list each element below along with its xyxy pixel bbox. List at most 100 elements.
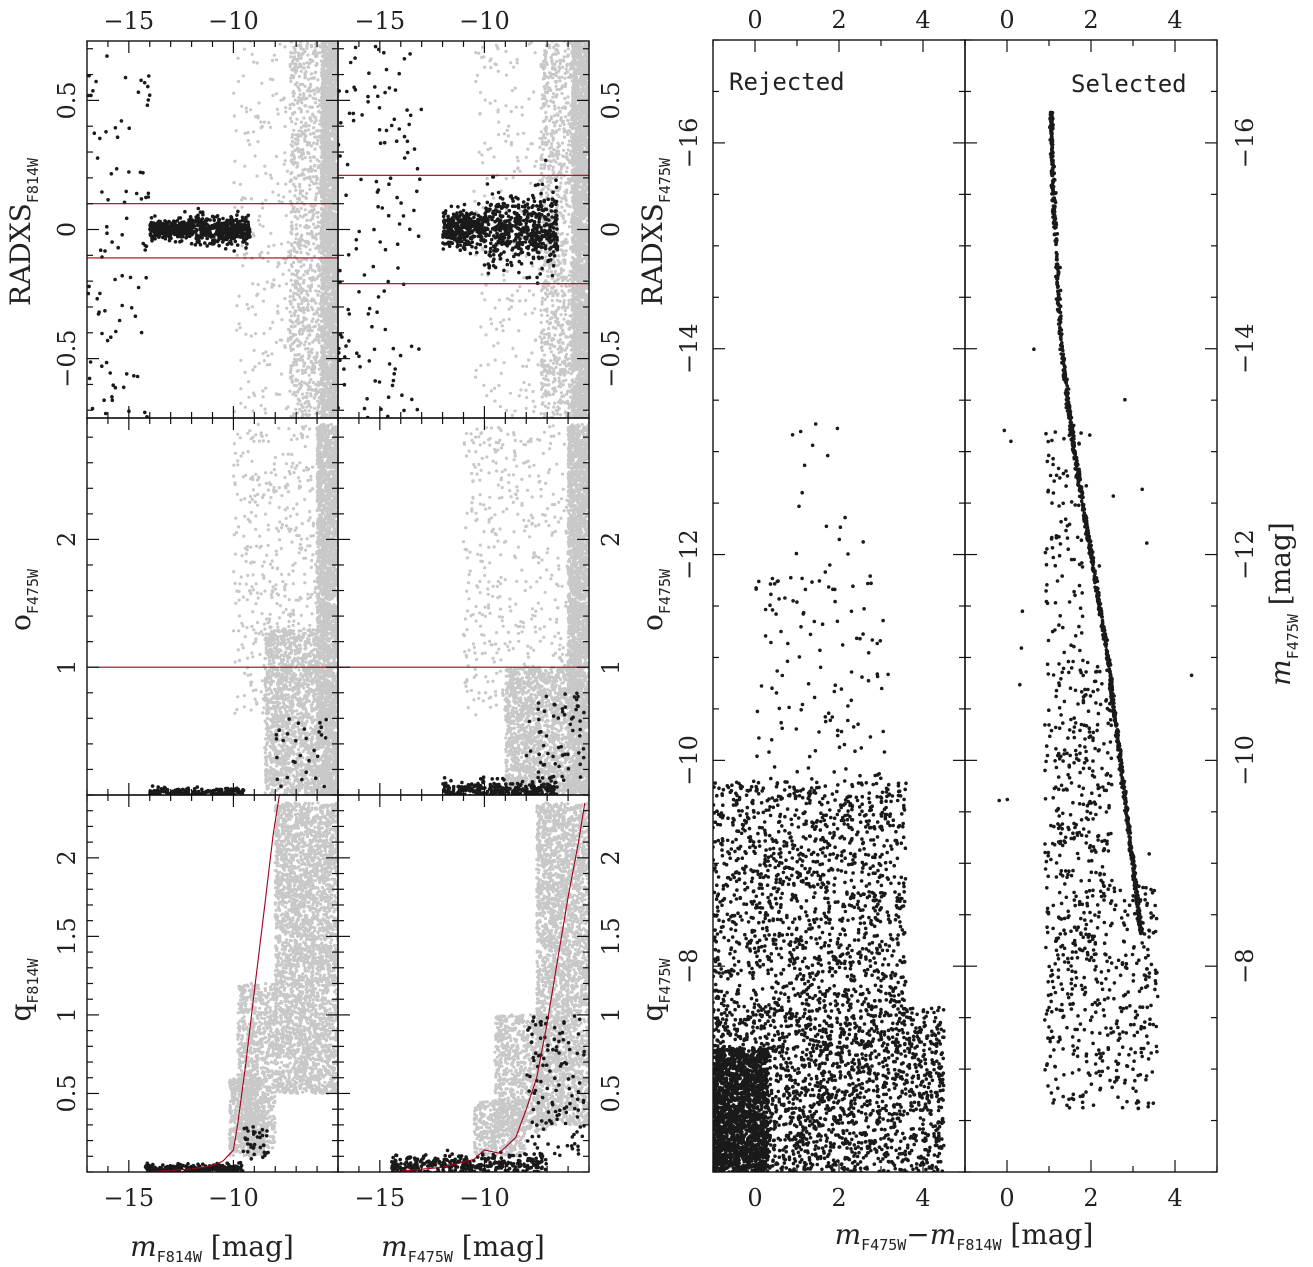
data-point-all (292, 311, 296, 315)
data-point-selected (225, 218, 229, 223)
data-point-all (324, 238, 328, 242)
data-point-all (289, 210, 293, 214)
data-point-all (283, 151, 287, 155)
data-point-all (238, 326, 242, 330)
data-point-all (268, 77, 273, 81)
data-point-selected (100, 364, 104, 369)
data-point-all (333, 336, 337, 340)
data-point-all (300, 392, 304, 396)
data-point-all (284, 282, 289, 286)
data-point-all (302, 343, 307, 347)
data-point-all (322, 315, 327, 319)
data-point-all (326, 177, 330, 181)
data-point-all (327, 87, 331, 91)
data-point-all (295, 232, 299, 236)
data-point-all (246, 131, 250, 135)
data-point-all (332, 340, 336, 344)
data-point-all (322, 158, 326, 162)
data-point-all (309, 159, 313, 163)
data-point-all (305, 271, 310, 275)
data-point-all (329, 42, 334, 46)
data-point-selected (95, 296, 99, 301)
data-point-all (300, 358, 304, 362)
data-point-all (332, 52, 336, 57)
data-point-selected (116, 245, 120, 250)
data-point-selected (176, 232, 181, 237)
data-point-all (327, 106, 331, 111)
data-point-all (324, 198, 328, 202)
data-point-all (333, 117, 337, 121)
data-point-all (295, 57, 299, 61)
data-point-selected (244, 246, 248, 250)
data-point-all (328, 246, 332, 250)
data-point-all (316, 246, 320, 250)
data-point-all (293, 141, 297, 145)
data-point-selected (208, 218, 212, 222)
data-point-all (309, 264, 313, 268)
data-point-all (306, 53, 310, 57)
data-point-all (326, 303, 330, 307)
data-point-all (318, 380, 322, 384)
data-point-all (329, 354, 333, 358)
data-point-all (298, 399, 302, 403)
data-point-all (296, 135, 300, 139)
data-point-all (307, 373, 311, 377)
data-point-all (321, 113, 326, 117)
data-point-all (330, 62, 334, 66)
data-point-all (305, 289, 309, 293)
data-point-all (291, 297, 296, 302)
data-point-all (260, 124, 264, 129)
data-point-selected (128, 275, 133, 280)
data-point-all (294, 377, 298, 381)
data-point-all (322, 265, 326, 269)
data-point-selected (179, 239, 184, 243)
data-point-all (327, 207, 331, 211)
data-point-all (332, 166, 336, 170)
data-point-all (314, 387, 318, 391)
data-point-all (289, 314, 293, 318)
data-point-all (298, 224, 302, 228)
data-point-all (279, 372, 283, 376)
panel-radxs-vs-f814w: −15 −10−0.500.5 (53, 7, 339, 419)
data-point-all (315, 211, 319, 215)
data-point-selected (98, 291, 102, 296)
data-point-all (328, 276, 332, 280)
data-point-all (328, 81, 332, 85)
data-point-selected (146, 195, 151, 199)
data-point-all (306, 268, 310, 272)
data-point-all (265, 280, 269, 284)
data-point-all (305, 109, 309, 114)
y-tick-label: −0.5 (53, 329, 81, 387)
data-point-all (260, 81, 264, 85)
data-point-all (328, 286, 332, 290)
data-point-selected (124, 372, 129, 376)
data-point-all (258, 223, 262, 227)
data-point-all (323, 306, 327, 310)
data-point-selected (103, 249, 107, 253)
data-point-all (312, 181, 316, 186)
data-point-selected (113, 385, 118, 390)
data-point-all (276, 261, 280, 265)
data-point-all (311, 213, 315, 217)
data-point-selected (235, 213, 239, 217)
data-point-selected (231, 223, 235, 227)
data-point-all (330, 311, 334, 315)
data-point-all (251, 409, 255, 413)
data-point-all (257, 101, 261, 105)
data-point-all (317, 284, 321, 288)
data-point-all (253, 313, 257, 317)
data-point-all (330, 343, 334, 347)
data-point-all (304, 124, 308, 128)
data-point-all (293, 286, 297, 290)
data-point-all (325, 272, 329, 276)
data-point-all (290, 342, 294, 346)
data-point-all (286, 240, 290, 244)
data-point-all (289, 153, 293, 157)
y-tick-label: 0 (53, 222, 81, 237)
data-point-selected (220, 240, 225, 244)
data-point-all (288, 64, 292, 69)
data-point-all (301, 150, 305, 154)
data-point-all (319, 169, 323, 173)
data-point-all (323, 215, 327, 219)
data-point-all (284, 106, 288, 110)
